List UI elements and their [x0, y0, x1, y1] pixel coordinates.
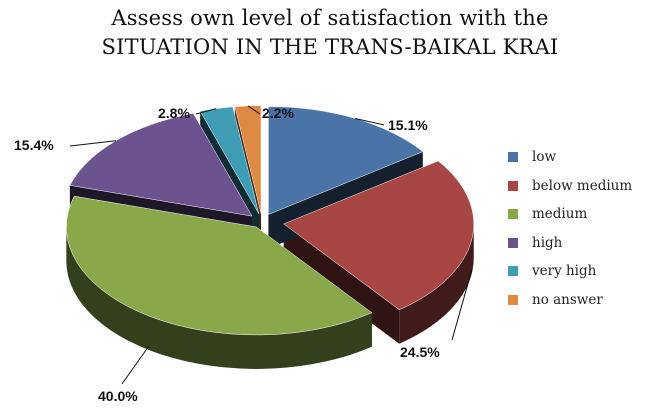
- legend-label: below medium: [532, 177, 633, 194]
- pie-side-below-medium: [399, 223, 474, 344]
- leader-line-very-high: [195, 108, 217, 115]
- legend-item-high: high: [508, 229, 658, 258]
- legend-item-below-medium: below medium: [508, 172, 658, 201]
- data-label-below-medium: 24.5%: [400, 344, 440, 360]
- pie-slice-no-answer: [234, 105, 262, 214]
- legend-swatch: [508, 237, 518, 248]
- data-label-medium: 40.0%: [98, 388, 138, 404]
- legend-label: high: [532, 234, 563, 251]
- data-label-high: 15.4%: [14, 137, 54, 153]
- data-label-low: 15.1%: [388, 117, 428, 133]
- pie-side-medium: [66, 226, 372, 369]
- legend-label: medium: [532, 206, 588, 223]
- pie-slice-low: [268, 106, 424, 215]
- leader-line-no-answer: [247, 105, 261, 115]
- pie-tops: [66, 105, 474, 336]
- leader-line-high: [69, 140, 117, 147]
- legend-swatch: [508, 266, 518, 277]
- legend: low below medium medium high very high no ans…: [508, 143, 658, 314]
- legend-label: very high: [532, 263, 597, 280]
- leader-line-low: [355, 117, 385, 126]
- legend-item-very-high: very high: [508, 257, 658, 286]
- data-label-very-high: 2.8%: [158, 105, 190, 121]
- legend-swatch: [508, 209, 518, 220]
- leader-line-below-medium: [451, 270, 473, 341]
- legend-item-low: low: [508, 143, 658, 172]
- chart-title-line-2: SITUATION IN THE TRANS-BAIKAL KRAI: [101, 35, 559, 59]
- legend-label: no answer: [532, 291, 603, 308]
- legend-label: low: [532, 149, 557, 166]
- legend-swatch: [508, 180, 518, 191]
- legend-swatch: [508, 294, 518, 305]
- pie-slice-high: [69, 113, 253, 217]
- pie-labels: 15.1% 24.5% 40.0% 15.4% 2.8% 2.2%: [14, 105, 440, 404]
- legend-item-medium: medium: [508, 200, 658, 229]
- data-label-no-answer: 2.2%: [262, 105, 294, 121]
- chart-title-line-1: Assess own level of satisfaction with th…: [111, 6, 549, 30]
- pie-slice-below-medium: [283, 160, 474, 310]
- legend-item-no-answer: no answer: [508, 286, 658, 315]
- leader-line-medium: [121, 346, 149, 385]
- pie-leaders: [69, 105, 473, 385]
- legend-swatch: [508, 152, 518, 163]
- pie-slice-medium: [66, 195, 373, 336]
